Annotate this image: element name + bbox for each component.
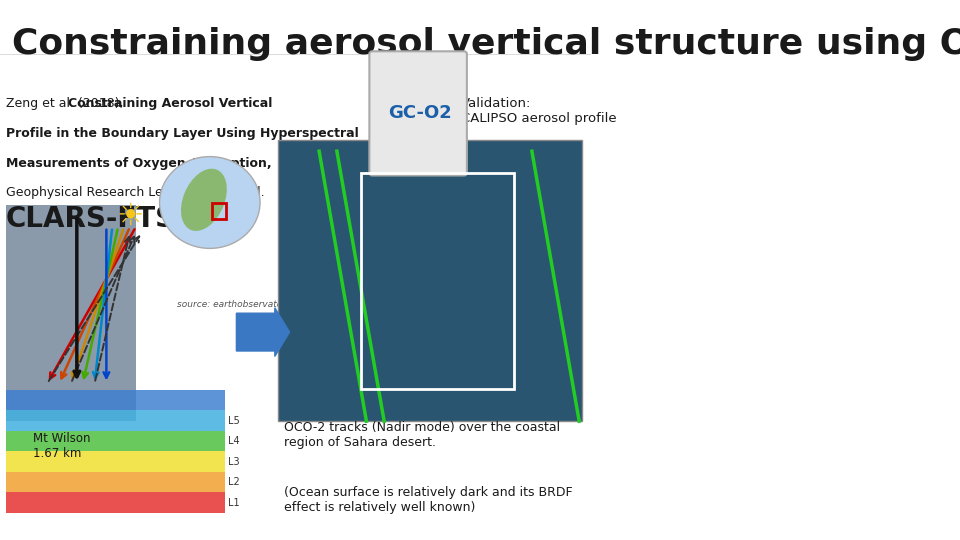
Text: L1: L1 bbox=[228, 498, 239, 508]
FancyBboxPatch shape bbox=[370, 51, 467, 176]
Text: OCO-2 tracks (Nadir mode) over the coastal
region of Sahara desert.: OCO-2 tracks (Nadir mode) over the coast… bbox=[283, 421, 560, 449]
FancyBboxPatch shape bbox=[6, 472, 225, 492]
Text: Constraining aerosol vertical structure using O2 band: Constraining aerosol vertical structure … bbox=[12, 27, 960, 61]
Text: L2: L2 bbox=[228, 477, 239, 487]
FancyBboxPatch shape bbox=[6, 451, 225, 472]
FancyBboxPatch shape bbox=[6, 410, 225, 431]
Text: GC-O2: GC-O2 bbox=[388, 104, 451, 123]
FancyBboxPatch shape bbox=[6, 492, 225, 513]
Text: source: earthobservatory...: source: earthobservatory... bbox=[178, 300, 300, 309]
Text: Validation:
CALIPSO aerosol profile: Validation: CALIPSO aerosol profile bbox=[461, 97, 616, 125]
Text: Mt Wilson
1.67 km: Mt Wilson 1.67 km bbox=[33, 432, 90, 460]
Text: (Ocean surface is relatively dark and its BRDF
effect is relatively well known): (Ocean surface is relatively dark and it… bbox=[283, 486, 572, 514]
Circle shape bbox=[159, 157, 260, 248]
FancyArrow shape bbox=[236, 308, 290, 356]
Text: L4: L4 bbox=[228, 436, 239, 446]
Text: Zeng et al. (2018),: Zeng et al. (2018), bbox=[6, 97, 128, 110]
Text: ☀: ☀ bbox=[116, 201, 144, 231]
FancyBboxPatch shape bbox=[277, 140, 582, 421]
Text: L3: L3 bbox=[228, 457, 239, 467]
Text: Constraining Aerosol Vertical: Constraining Aerosol Vertical bbox=[68, 97, 273, 110]
Ellipse shape bbox=[181, 168, 227, 231]
Text: L5: L5 bbox=[228, 416, 239, 426]
FancyBboxPatch shape bbox=[6, 390, 225, 410]
Text: Geophysical Research Letters, published.: Geophysical Research Letters, published. bbox=[6, 186, 265, 199]
Text: Profile in the Boundary Layer Using Hyperspectral: Profile in the Boundary Layer Using Hype… bbox=[6, 127, 359, 140]
FancyBboxPatch shape bbox=[6, 205, 136, 421]
Text: Measurements of Oxygen Absorption,: Measurements of Oxygen Absorption, bbox=[6, 157, 272, 170]
Text: CLARS-FTS: CLARS-FTS bbox=[6, 205, 176, 233]
FancyBboxPatch shape bbox=[6, 431, 225, 451]
